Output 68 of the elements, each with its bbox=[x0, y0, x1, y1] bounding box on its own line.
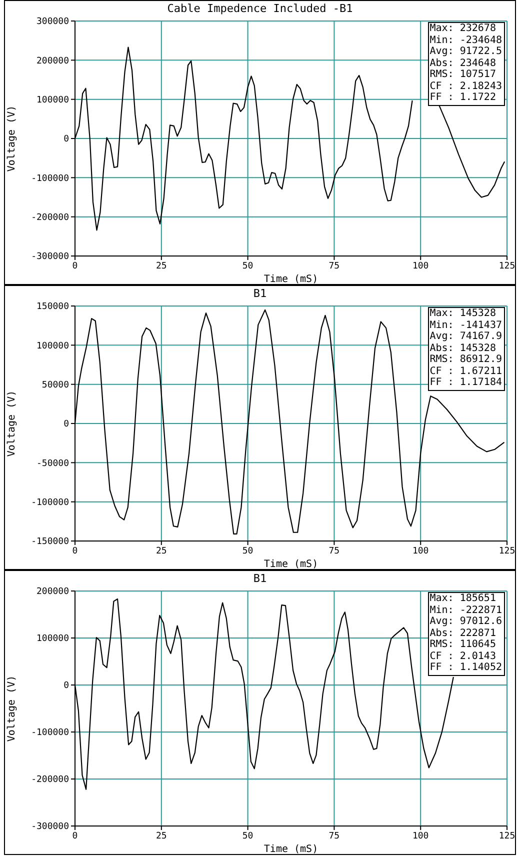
annotation: Max: 185651 bbox=[430, 593, 497, 604]
annotation: FF : 1.17184 bbox=[430, 377, 502, 388]
annotation: Min: -234648 bbox=[430, 34, 502, 46]
y-tick-label: -200000 bbox=[31, 775, 69, 786]
annotation: Abs: 145328 bbox=[430, 342, 497, 354]
x-tick-label: 25 bbox=[156, 261, 167, 272]
x-tick-label: 125 bbox=[498, 546, 516, 556]
x-tick-label: 50 bbox=[242, 831, 254, 842]
x-tick-label: 50 bbox=[242, 546, 254, 556]
y-tick-label: -100000 bbox=[31, 174, 69, 184]
x-tick-label: 0 bbox=[72, 261, 78, 272]
y-tick-label: -50000 bbox=[36, 458, 69, 469]
x-tick-label: 75 bbox=[328, 261, 340, 272]
y-tick-label: -100000 bbox=[31, 498, 69, 508]
annotation: Max: 232678 bbox=[430, 23, 497, 34]
y-tick-label: 200000 bbox=[36, 587, 69, 598]
y-axis-title: Voltage (V) bbox=[6, 390, 18, 457]
annotation: CF : 2.18243 bbox=[430, 80, 502, 92]
x-tick-label: 75 bbox=[328, 831, 340, 842]
y-tick-label: 50000 bbox=[42, 380, 69, 391]
x-tick-label: 125 bbox=[498, 261, 516, 272]
annotation: Abs: 222871 bbox=[430, 628, 497, 639]
annotation: CF : 1.67211 bbox=[430, 366, 502, 377]
annotation: Max: 145328 bbox=[430, 308, 497, 320]
annotation: Min: -222871 bbox=[430, 604, 502, 616]
y-axis-title: Voltage (V) bbox=[6, 105, 18, 172]
annotation: Avg: 97012.6 bbox=[430, 616, 502, 628]
annotation: Abs: 234648 bbox=[430, 58, 497, 69]
y-tick-label: 200000 bbox=[36, 56, 69, 66]
x-tick-label: 0 bbox=[72, 546, 78, 556]
y-tick-label: 0 bbox=[64, 420, 69, 430]
annotation: FF : 1.14052 bbox=[430, 662, 502, 674]
chart-title: Cable Impedence Included -B1 bbox=[166, 1, 354, 17]
annotation: RMS: 86912.9 bbox=[430, 354, 502, 366]
annotation: Min: -141437 bbox=[430, 320, 502, 331]
y-tick-label: -300000 bbox=[31, 822, 69, 832]
annotation: CF : 2.0143 bbox=[430, 650, 497, 662]
annotation: FF : 1.1722 bbox=[430, 92, 497, 104]
x-axis-title: Time (mS) bbox=[264, 274, 318, 285]
x-tick-label: 100 bbox=[412, 546, 429, 556]
y-tick-label: -100000 bbox=[31, 728, 69, 738]
x-tick-label: 100 bbox=[412, 831, 429, 842]
y-tick-label: -200000 bbox=[31, 213, 69, 224]
x-tick-label: 75 bbox=[328, 546, 340, 556]
x-tick-label: 25 bbox=[156, 831, 167, 842]
x-tick-label: 50 bbox=[242, 261, 254, 272]
annotation: RMS: 110645 bbox=[430, 639, 497, 650]
x-axis-title: Time (mS) bbox=[264, 559, 318, 570]
y-axis-title: Voltage (V) bbox=[6, 675, 18, 742]
y-tick-label: 150000 bbox=[36, 302, 69, 312]
annotation: RMS: 107517 bbox=[430, 69, 497, 80]
annotation: Avg: 91722.5 bbox=[430, 46, 502, 58]
x-axis-title: Time (mS) bbox=[264, 844, 318, 855]
x-tick-label: 25 bbox=[156, 546, 167, 556]
y-tick-label: 0 bbox=[64, 134, 69, 145]
y-tick-label: -150000 bbox=[31, 537, 69, 548]
y-tick-label: 100000 bbox=[36, 96, 69, 106]
x-tick-label: 100 bbox=[412, 261, 429, 272]
x-tick-label: 0 bbox=[72, 831, 78, 842]
y-tick-label: 0 bbox=[64, 681, 69, 692]
y-tick-label: 300000 bbox=[36, 17, 69, 28]
chart-title: B1 bbox=[252, 571, 268, 587]
y-tick-label: 100000 bbox=[36, 341, 69, 352]
y-tick-label: -300000 bbox=[31, 252, 69, 262]
x-tick-label: 125 bbox=[498, 831, 516, 842]
chart-title: B1 bbox=[252, 286, 268, 302]
y-tick-label: 100000 bbox=[36, 634, 69, 644]
annotation: Avg: 74167.9 bbox=[430, 331, 502, 342]
